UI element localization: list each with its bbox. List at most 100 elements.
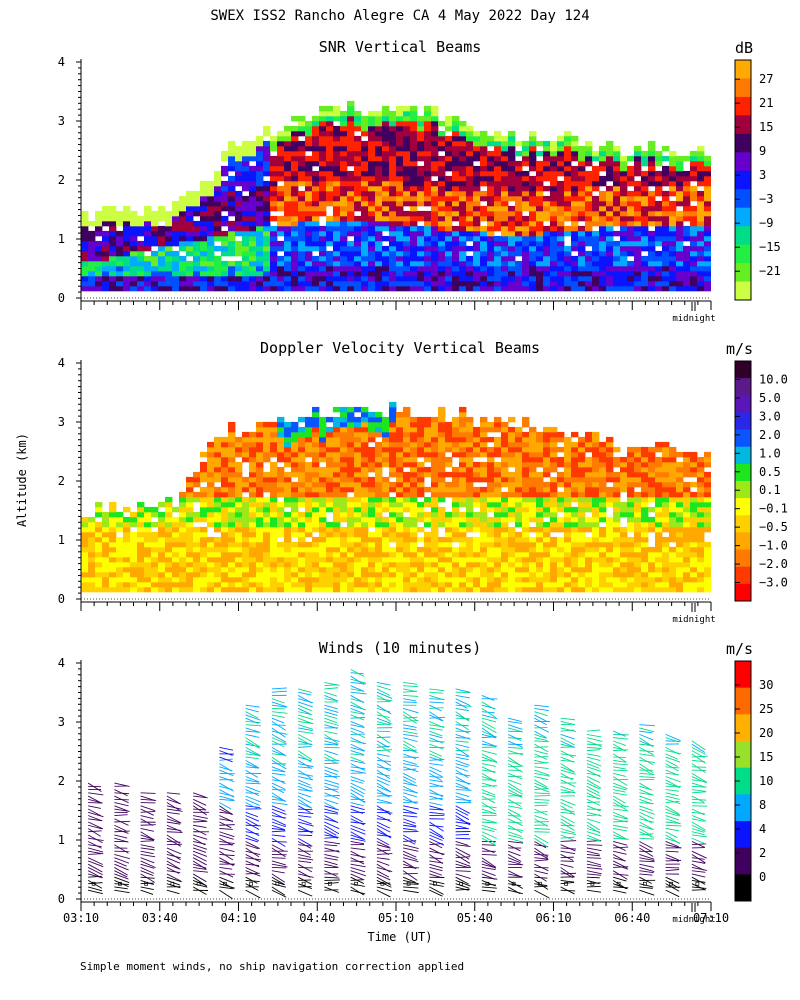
- doppler-cell: [228, 511, 236, 518]
- snr-cell: [270, 240, 278, 247]
- doppler-cell: [389, 411, 397, 418]
- doppler-cell: [298, 536, 306, 543]
- snr-cell: [256, 235, 264, 242]
- doppler-cell: [228, 571, 236, 578]
- snr-cell: [319, 265, 327, 272]
- snr-cell: [508, 225, 516, 232]
- snr-cell: [592, 195, 600, 202]
- doppler-cell: [627, 446, 635, 453]
- snr-cell: [326, 220, 334, 227]
- doppler-cell: [263, 586, 271, 593]
- snr-cell: [368, 110, 376, 117]
- snr-cell: [256, 140, 264, 147]
- snr-cell: [697, 265, 705, 272]
- doppler-cell: [354, 456, 362, 463]
- snr-cell: [200, 235, 208, 242]
- snr-cell: [508, 240, 516, 247]
- doppler-cell: [396, 511, 404, 518]
- snr-cell: [697, 235, 705, 242]
- snr-cell: [438, 235, 446, 242]
- doppler-cell: [242, 506, 250, 513]
- doppler-cell: [592, 471, 600, 478]
- doppler-cell: [613, 506, 621, 513]
- snr-cell: [690, 215, 698, 222]
- doppler-cell: [662, 571, 670, 578]
- snr-cell: [333, 260, 341, 267]
- snr-cell: [431, 125, 439, 132]
- snr-cell: [529, 145, 537, 152]
- doppler-cell: [95, 571, 103, 578]
- doppler-cell: [417, 441, 425, 448]
- snr-cell: [284, 230, 292, 237]
- snr-cell: [655, 220, 663, 227]
- doppler-cell: [529, 566, 537, 573]
- doppler-cell: [606, 516, 614, 523]
- snr-cell: [690, 175, 698, 182]
- snr-cell: [165, 275, 173, 282]
- doppler-cell: [347, 411, 355, 418]
- doppler-cell: [277, 531, 285, 538]
- doppler-cell: [585, 431, 593, 438]
- doppler-cell: [333, 516, 341, 523]
- snr-cell: [655, 270, 663, 277]
- snr-cell: [354, 155, 362, 162]
- doppler-cell: [340, 551, 348, 558]
- snr-cell: [641, 275, 649, 282]
- doppler-cell: [214, 551, 222, 558]
- snr-cell: [263, 285, 271, 292]
- snr-cell: [480, 245, 488, 252]
- snr-cell: [403, 235, 411, 242]
- snr-cell: [704, 235, 711, 242]
- doppler-cell: [144, 586, 152, 593]
- doppler-cell: [326, 446, 334, 453]
- doppler-cell: [172, 581, 180, 588]
- doppler-cell: [396, 546, 404, 553]
- snr-cell: [683, 275, 691, 282]
- snr-cell: [81, 215, 89, 222]
- doppler-cell: [564, 436, 572, 443]
- snr-cell: [473, 210, 481, 217]
- snr-cell: [179, 215, 187, 222]
- doppler-cell: [424, 516, 432, 523]
- doppler-cell: [410, 496, 418, 503]
- snr-cell: [424, 265, 432, 272]
- snr-cell: [333, 125, 341, 132]
- snr-cell: [298, 160, 306, 167]
- doppler-cell: [606, 466, 614, 473]
- snr-cell: [172, 260, 180, 267]
- snr-cell: [284, 200, 292, 207]
- doppler-cell: [207, 571, 215, 578]
- doppler-cell: [641, 521, 649, 528]
- snr-cell: [648, 285, 656, 292]
- doppler-cell: [214, 566, 222, 573]
- snr-cell: [326, 145, 334, 152]
- snr-cell: [452, 145, 460, 152]
- snr-cell: [109, 235, 117, 242]
- doppler-cell: [277, 436, 285, 443]
- doppler-cell: [522, 436, 530, 443]
- snr-cell: [655, 190, 663, 197]
- doppler-cell: [459, 481, 467, 488]
- doppler-cell: [340, 421, 348, 428]
- snr-cell: [424, 110, 432, 117]
- snr-cell: [480, 195, 488, 202]
- snr-cell: [543, 145, 551, 152]
- doppler-cell: [459, 521, 467, 528]
- doppler-cell: [165, 566, 173, 573]
- doppler-cell: [151, 576, 159, 583]
- snr-cell: [627, 215, 635, 222]
- snr-cell: [354, 200, 362, 207]
- doppler-cell: [452, 586, 460, 593]
- doppler-cell: [487, 556, 495, 563]
- doppler-cell: [452, 571, 460, 578]
- doppler-cell: [634, 531, 642, 538]
- snr-cell: [235, 205, 243, 212]
- snr-cell: [81, 255, 89, 262]
- snr-cell: [515, 265, 523, 272]
- snr-cell: [662, 190, 670, 197]
- snr-cell: [396, 240, 404, 247]
- doppler-cell: [522, 451, 530, 458]
- doppler-cell: [382, 491, 390, 498]
- snr-cell: [200, 195, 208, 202]
- doppler-cell: [130, 571, 138, 578]
